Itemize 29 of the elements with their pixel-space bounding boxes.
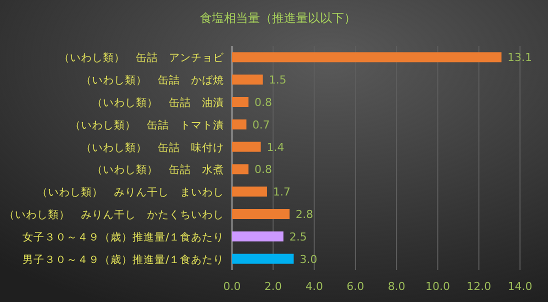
data-label: 1.5 xyxy=(268,74,286,87)
y-tick-label: 男子３０～４９（歳）推進量/１食あたり xyxy=(22,252,224,266)
x-tick-label: 14.0 xyxy=(508,280,532,293)
x-tick-label: 4.0 xyxy=(306,280,324,293)
y-tick-label: （いわし類） みりん干し まいわし xyxy=(37,186,224,199)
y-tick-label: （いわし類） 缶詰 味付け xyxy=(81,140,224,154)
data-label: 1.7 xyxy=(272,186,290,199)
data-label: 0.8 xyxy=(254,96,272,109)
x-tick-label: 6.0 xyxy=(346,280,364,293)
data-label: 2.5 xyxy=(289,230,307,244)
data-label: 1.4 xyxy=(266,140,284,154)
y-tick-label: （いわし類） 缶詰 トマト漬 xyxy=(70,118,224,132)
y-tick-label: （いわし類） 缶詰 水煮 xyxy=(92,163,224,176)
y-tick-label: （いわし類） 缶詰 油漬 xyxy=(92,96,224,109)
x-tick-label: 8.0 xyxy=(388,280,406,293)
x-tick-label: 12.0 xyxy=(466,280,492,293)
data-label: 13.1 xyxy=(507,51,532,64)
y-tick-label: 女子３０～４９（歳）推進量/１食あたり xyxy=(22,230,224,244)
data-label: 3.0 xyxy=(300,252,318,266)
x-tick-label: 0.0 xyxy=(223,280,241,293)
x-tick-label: 10.0 xyxy=(425,280,450,293)
data-label: 0.8 xyxy=(254,163,272,176)
data-label: 0.7 xyxy=(252,118,270,132)
x-tick-label: 2.0 xyxy=(264,280,282,293)
data-label: 2.8 xyxy=(296,208,314,221)
y-tick-label: （いわし類） みりん干し かたくちいわし xyxy=(4,209,224,221)
y-tick-label: （いわし類） 缶詰 かば焼 xyxy=(81,74,224,87)
chart-title: 食塩相当量（推進量以以下） xyxy=(200,11,356,25)
y-tick-label: （いわし類） 缶詰 アンチョビ xyxy=(59,51,225,64)
